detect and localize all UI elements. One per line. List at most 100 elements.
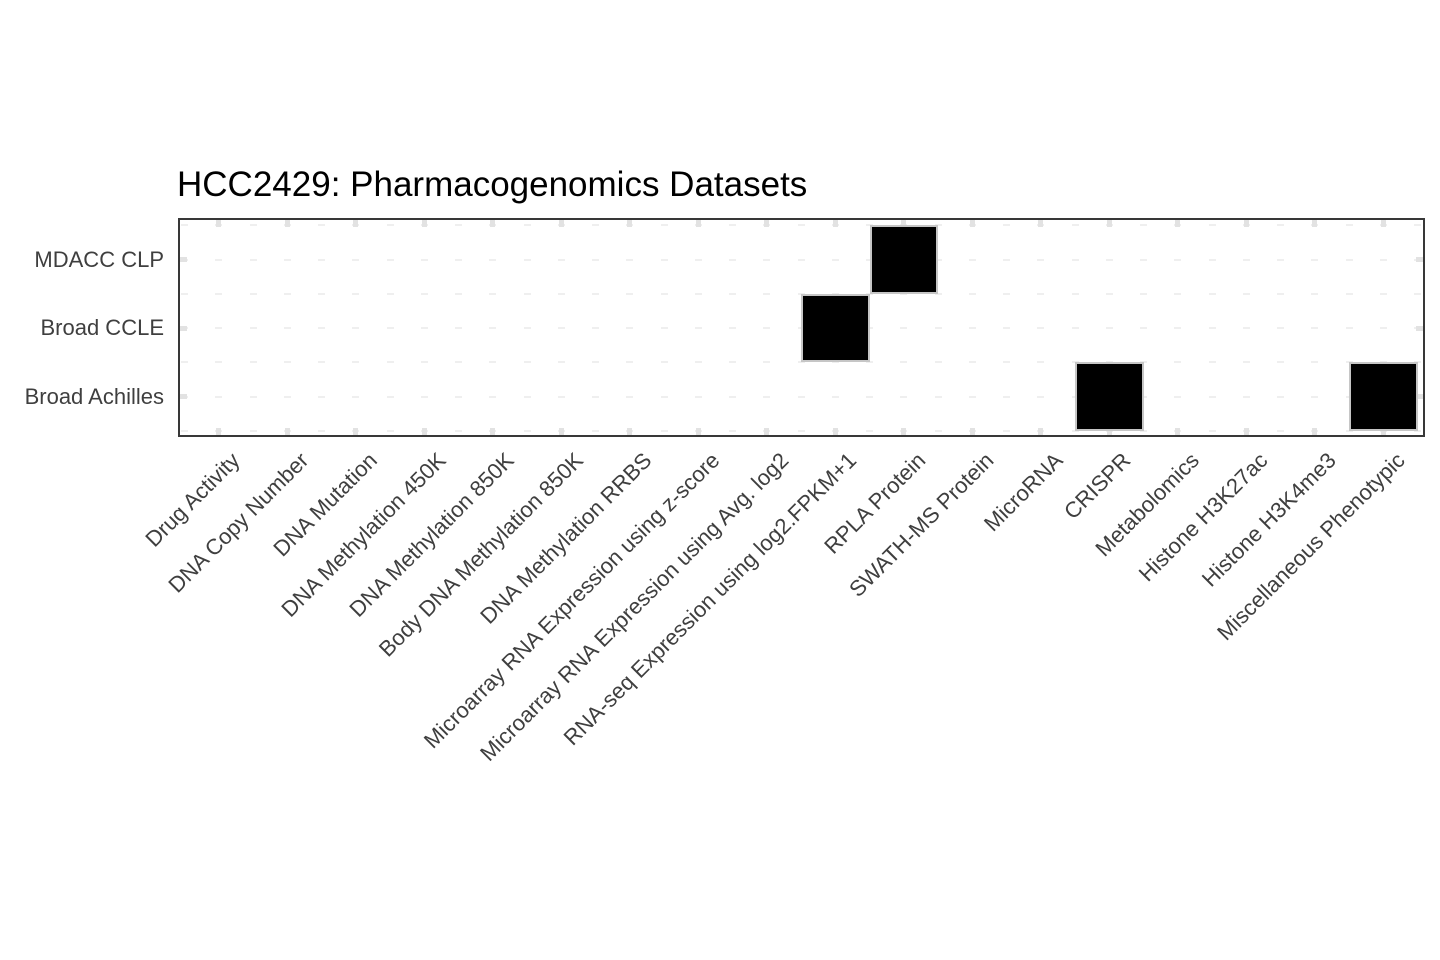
- grid-dash: [215, 361, 223, 364]
- axis-tick-left: [180, 257, 187, 262]
- grid-dash: [489, 258, 497, 261]
- grid-dash: [797, 224, 805, 227]
- axis-tick-top: [1312, 220, 1318, 227]
- axis-tick-bottom: [558, 428, 564, 435]
- grid-dash: [1379, 258, 1387, 261]
- grid-dash: [249, 429, 257, 432]
- grid-dash: [1105, 258, 1113, 261]
- axis-tick-bottom: [216, 428, 222, 435]
- grid-dash: [352, 395, 360, 398]
- grid-dash: [763, 395, 771, 398]
- grid-dash: [181, 292, 188, 295]
- axis-tick-bottom: [1380, 428, 1386, 435]
- heatmap-cell-filled: [1075, 362, 1144, 431]
- grid-dash: [694, 258, 702, 261]
- grid-dash: [1208, 327, 1216, 329]
- grid-dash: [968, 395, 976, 398]
- grid-dash: [1277, 395, 1284, 398]
- axis-tick-left: [180, 325, 187, 331]
- grid-dash: [1140, 361, 1147, 364]
- grid-dash: [866, 327, 873, 329]
- grid-dash: [831, 361, 839, 364]
- axis-tick-top: [421, 220, 427, 227]
- grid-dash: [797, 258, 805, 261]
- grid-dash: [1277, 292, 1284, 295]
- grid-dash: [763, 361, 771, 364]
- grid-dash: [797, 429, 805, 432]
- grid-dash: [1242, 361, 1250, 364]
- grid-dash: [1277, 429, 1284, 432]
- heatmap-cell-filled: [1349, 362, 1418, 431]
- grid-dash: [831, 258, 839, 261]
- grid-dash: [626, 361, 634, 364]
- grid-dash: [249, 395, 257, 398]
- grid-dash: [900, 327, 908, 329]
- grid-dash: [318, 258, 325, 261]
- grid-dash: [318, 395, 325, 398]
- grid-dash: [283, 292, 291, 295]
- grid-dash: [592, 224, 599, 227]
- grid-dash: [386, 395, 394, 398]
- grid-dash: [1071, 327, 1079, 329]
- grid-dash: [660, 395, 668, 398]
- axis-tick-left: [180, 394, 187, 399]
- grid-dash: [1140, 258, 1147, 261]
- grid-dash: [592, 361, 599, 364]
- grid-dash: [1208, 429, 1216, 432]
- axis-tick-top: [832, 220, 838, 227]
- grid-dash: [181, 224, 188, 227]
- grid-dash: [763, 327, 771, 329]
- grid-dash: [318, 224, 325, 227]
- grid-dash: [1003, 327, 1010, 329]
- grid-dash: [386, 258, 394, 261]
- grid-dash: [968, 327, 976, 329]
- grid-dash: [1071, 429, 1079, 432]
- grid-dash: [934, 395, 942, 398]
- grid-dash: [1003, 361, 1010, 364]
- grid-dash: [489, 395, 497, 398]
- axis-tick-bottom: [1175, 428, 1181, 435]
- grid-dash: [283, 395, 291, 398]
- grid-dash: [489, 327, 497, 329]
- grid-dash: [694, 292, 702, 295]
- grid-dash: [386, 429, 394, 432]
- grid-dash: [866, 395, 873, 398]
- grid-dash: [592, 292, 599, 295]
- heatmap-cell-filled: [801, 293, 870, 363]
- grid-dash: [1414, 361, 1421, 364]
- grid-dash: [1003, 258, 1010, 261]
- grid-dash: [866, 429, 873, 432]
- grid-dash: [626, 292, 634, 295]
- grid-dash: [557, 258, 565, 261]
- axis-tick-bottom: [284, 428, 290, 435]
- grid-dash: [1345, 224, 1353, 227]
- axis-tick-top: [764, 220, 770, 227]
- grid-dash: [489, 292, 497, 295]
- axis-tick-top: [353, 220, 359, 227]
- grid-dash: [763, 292, 771, 295]
- axis-tick-bottom: [969, 428, 975, 435]
- axis-tick-top: [1106, 220, 1112, 227]
- grid-dash: [489, 361, 497, 364]
- grid-dash: [660, 224, 668, 227]
- y-axis-label: MDACC CLP: [34, 246, 164, 272]
- grid-dash: [1003, 429, 1010, 432]
- grid-dash: [797, 395, 805, 398]
- grid-dash: [592, 327, 599, 329]
- grid-dash: [729, 224, 736, 227]
- grid-dash: [1037, 258, 1045, 261]
- grid-dash: [1345, 292, 1353, 295]
- grid-dash: [420, 361, 428, 364]
- grid-dash: [386, 361, 394, 364]
- grid-dash: [592, 258, 599, 261]
- grid-dash: [934, 429, 942, 432]
- grid-dash: [968, 361, 976, 364]
- grid-dash: [386, 224, 394, 227]
- grid-dash: [763, 258, 771, 261]
- grid-dash: [660, 361, 668, 364]
- grid-dash: [1140, 395, 1147, 398]
- grid-dash: [557, 292, 565, 295]
- grid-dash: [455, 361, 462, 364]
- grid-dash: [455, 292, 462, 295]
- axis-tick-right: [1416, 394, 1423, 399]
